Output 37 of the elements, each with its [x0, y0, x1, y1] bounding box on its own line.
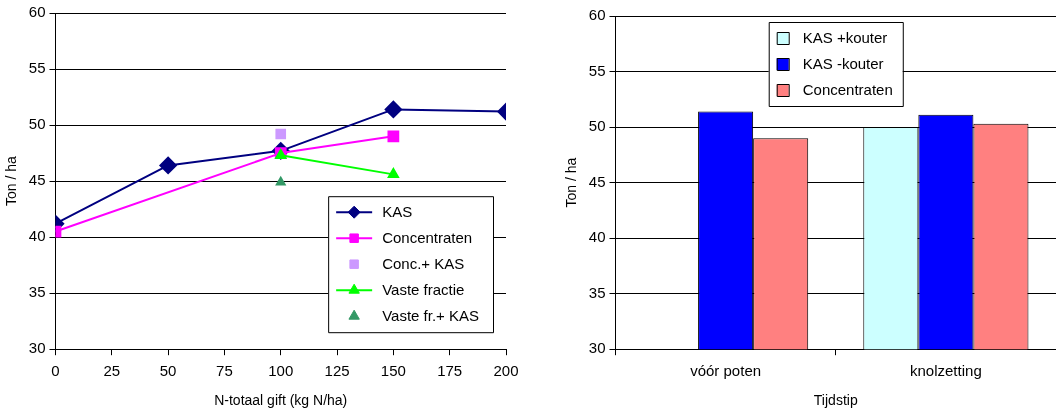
- x-tick-label: 25: [103, 362, 121, 380]
- y-tick-label: 35: [588, 283, 606, 301]
- x-tick-label: 50: [159, 362, 177, 380]
- y-tick-label: 45: [28, 171, 46, 189]
- legend-label: KAS +kouter: [802, 29, 888, 47]
- legend-label: KAS: [382, 203, 413, 221]
- legend-label: Conc.+ KAS: [382, 255, 465, 273]
- y-tick-label: 55: [28, 59, 46, 77]
- x-axis-title: Tijdstip: [813, 392, 858, 409]
- x-tick-label: 100: [268, 362, 294, 380]
- y-tick-label: 40: [28, 227, 46, 245]
- legend-label: Vaste fr.+ KAS: [382, 307, 479, 325]
- y-axis-title: Ton / ha: [563, 157, 580, 208]
- x-tick-label: vóór poten: [690, 362, 762, 380]
- y-tick-label: 50: [588, 117, 606, 135]
- x-tick-label: 125: [324, 362, 350, 380]
- y-tick-label: 30: [28, 339, 46, 357]
- x-axis-title: N-totaal gift (kg N/ha): [214, 392, 348, 409]
- y-tick-label: 40: [588, 228, 606, 246]
- y-tick-label: 30: [588, 339, 606, 357]
- x-tick-label: 175: [437, 362, 463, 380]
- y-tick-label: 60: [28, 3, 46, 21]
- x-tick-label: 200: [493, 362, 519, 380]
- legend-label: Concentraten: [802, 81, 893, 99]
- legend-label: Concentraten: [382, 229, 473, 247]
- y-tick-label: 50: [28, 115, 46, 133]
- y-tick-label: 60: [588, 6, 606, 24]
- x-tick-label: 0: [51, 362, 60, 380]
- y-tick-label: 45: [588, 172, 606, 190]
- y-tick-label: 55: [588, 61, 606, 79]
- y-axis-title: Ton / ha: [3, 155, 20, 207]
- y-tick-label: 35: [28, 283, 46, 301]
- legend-label: Vaste fractie: [382, 281, 465, 299]
- legend-label: KAS -kouter: [802, 55, 884, 73]
- x-tick-label: 75: [216, 362, 233, 380]
- x-tick-label: knolzetting: [910, 362, 982, 380]
- x-tick-label: 150: [380, 362, 406, 380]
